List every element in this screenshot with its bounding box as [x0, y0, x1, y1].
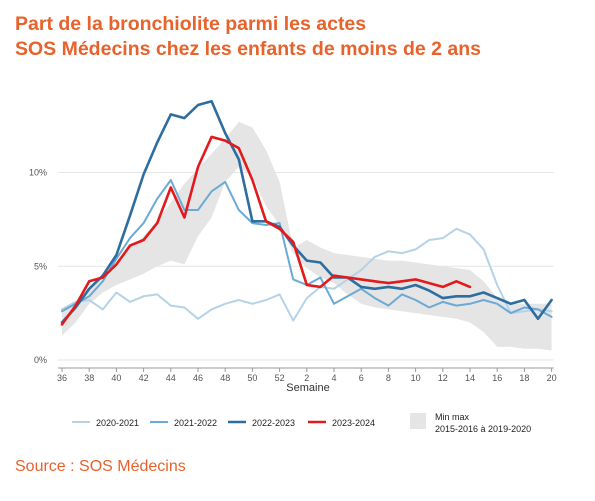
x-tick-label: 48: [220, 373, 230, 383]
chart-title: Part de la bronchiolite parmi les actes …: [15, 12, 481, 62]
x-tick-label: 8: [386, 373, 391, 383]
x-tick-label: 38: [84, 373, 94, 383]
x-tick-label: 40: [111, 373, 121, 383]
x-tick-label: 14: [465, 373, 475, 383]
legend-label-min-max-line-1: Min max: [435, 412, 470, 422]
chart-title-line-1: Part de la bronchiolite parmi les actes: [15, 13, 367, 35]
legend-label-min-max-line-2: 2015-2016 à 2019-2020: [435, 424, 531, 434]
y-tick-label: 0%: [34, 355, 47, 365]
x-tick-label: 6: [359, 373, 364, 383]
min-max-band: [62, 121, 552, 351]
x-axis-label: Semaine: [286, 382, 329, 394]
x-tick-label: 52: [275, 373, 285, 383]
legend-label-2022-2023: 2022-2023: [252, 418, 295, 428]
y-tick-label: 10%: [29, 168, 47, 178]
x-tick-label: 46: [193, 373, 203, 383]
series-line-2022-2023: [60, 100, 553, 324]
y-tick-label: 5%: [34, 261, 47, 271]
x-tick-label: 44: [166, 373, 176, 383]
x-tick-label: 36: [57, 373, 67, 383]
x-tick-label: 2: [304, 373, 309, 383]
x-tick-label: 12: [438, 373, 448, 383]
x-tick-label: 50: [247, 373, 257, 383]
x-tick-label: 18: [519, 373, 529, 383]
source-note: Source : SOS Médecins: [15, 458, 186, 475]
series-line-2020-2021: [61, 227, 553, 322]
chart-title-line-2: SOS Médecins chez les enfants de moins d…: [15, 38, 481, 60]
axes: 0%5%10%36 38 40 42 44 46 48 50 52 2 4 6 8 10 12 14 16 18 2…: [29, 168, 557, 384]
legend-label-2020-2021: 2020-2021: [96, 418, 139, 428]
x-tick-label: 20: [547, 373, 557, 383]
series-lines: [60, 100, 553, 326]
legend-label-2021-2022: 2021-2022: [174, 418, 217, 428]
x-tick-label: 10: [411, 373, 421, 383]
x-tick-label: 4: [331, 373, 336, 383]
x-tick-label: 16: [492, 373, 502, 383]
legend-label-2023-2024: 2023-2024: [332, 418, 375, 428]
series-line-2023-2024: [60, 135, 472, 326]
min-max-band-area: [62, 121, 552, 351]
legend-swatch-min-max: [410, 413, 426, 429]
x-tick-label: 42: [139, 373, 149, 383]
legend: 2020-2021 2021-2022 2022-2023 2023-2024 Min …: [72, 412, 531, 434]
